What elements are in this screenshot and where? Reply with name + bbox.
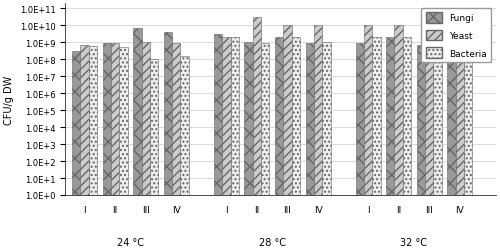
Text: 28 °C: 28 °C bbox=[258, 237, 285, 247]
Bar bbox=[261, 44, 270, 252]
Bar bbox=[356, 44, 364, 252]
Bar bbox=[314, 26, 322, 252]
Bar bbox=[434, 45, 442, 252]
Bar bbox=[72, 52, 80, 252]
Bar bbox=[275, 38, 283, 252]
Bar bbox=[306, 44, 314, 252]
Bar bbox=[244, 43, 252, 252]
Bar bbox=[394, 26, 403, 252]
Bar bbox=[447, 55, 456, 252]
Y-axis label: CFU/g DW: CFU/g DW bbox=[4, 75, 14, 124]
Bar bbox=[322, 43, 330, 252]
Bar bbox=[464, 38, 472, 252]
Bar bbox=[80, 46, 89, 252]
Legend: Fungi, Yeast, Bacteria: Fungi, Yeast, Bacteria bbox=[421, 9, 492, 63]
Text: 32 °C: 32 °C bbox=[400, 237, 427, 247]
Bar bbox=[230, 38, 239, 252]
Bar bbox=[172, 44, 180, 252]
Bar bbox=[222, 38, 230, 252]
Bar bbox=[425, 44, 434, 252]
Bar bbox=[456, 44, 464, 252]
Bar bbox=[134, 29, 141, 252]
Bar bbox=[102, 44, 111, 252]
Bar bbox=[364, 26, 372, 252]
Bar bbox=[164, 33, 172, 252]
Bar bbox=[150, 60, 158, 252]
Bar bbox=[416, 46, 425, 252]
Bar bbox=[214, 35, 222, 252]
Text: 24 °C: 24 °C bbox=[117, 237, 144, 247]
Bar bbox=[292, 38, 300, 252]
Bar bbox=[142, 43, 150, 252]
Bar bbox=[252, 18, 261, 252]
Bar bbox=[284, 26, 292, 252]
Bar bbox=[403, 38, 411, 252]
Bar bbox=[89, 47, 97, 252]
Bar bbox=[386, 38, 394, 252]
Bar bbox=[372, 38, 380, 252]
Bar bbox=[180, 57, 189, 252]
Bar bbox=[111, 44, 120, 252]
Bar bbox=[120, 48, 128, 252]
